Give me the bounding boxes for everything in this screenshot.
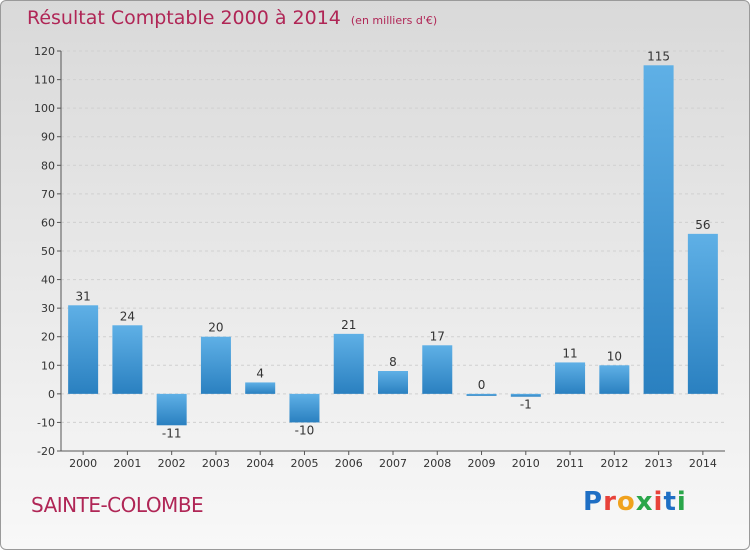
data-label: 4 (256, 366, 264, 380)
x-tick-label: 2004 (246, 457, 274, 470)
logo-letter: i (676, 487, 687, 517)
x-tick-label: 2013 (645, 457, 673, 470)
x-tick-label: 2006 (335, 457, 363, 470)
chart-title: Résultat Comptable 2000 à 2014 (en millie… (27, 7, 437, 29)
bar (156, 393, 187, 426)
data-label: 24 (120, 309, 135, 323)
x-tick-label: 2007 (379, 457, 407, 470)
y-tick-labels: -20 -10 0 10 20 30 40 50 60 70 80 90 100 110 120 (34, 45, 55, 458)
y-tick-label: 90 (41, 131, 55, 144)
data-label: 31 (75, 289, 90, 303)
data-label: 11 (562, 346, 577, 360)
y-tick-label: 100 (34, 102, 55, 115)
y-tick-label: 110 (34, 74, 55, 87)
bar (245, 382, 276, 394)
data-label: 20 (208, 321, 223, 335)
bar (378, 371, 408, 394)
y-tick-label: 40 (41, 274, 55, 287)
data-label: 8 (389, 355, 397, 369)
proxiti-logo: Proxiti (583, 487, 687, 517)
x-tick-label: 2002 (158, 457, 186, 470)
bar (333, 333, 364, 394)
x-tick-label: 2014 (689, 457, 717, 470)
chart-title-text: Résultat Comptable 2000 à 2014 (27, 7, 341, 29)
logo-letter: o (616, 487, 636, 517)
x-tick-label: 2010 (512, 457, 540, 470)
x-tick-label: 2000 (69, 457, 97, 470)
x-tick-label: 2012 (600, 457, 628, 470)
data-label: 0 (478, 378, 486, 392)
bar (466, 393, 497, 396)
bar (112, 325, 143, 394)
y-tick-label: 80 (41, 159, 55, 172)
logo-letter: r (603, 487, 617, 517)
bar (555, 362, 586, 394)
y-tick-label: -10 (37, 416, 55, 429)
y-tick-label: 50 (41, 245, 55, 258)
x-tick-label: 2008 (423, 457, 451, 470)
bar (687, 233, 718, 394)
y-tick-label: 30 (41, 302, 55, 315)
x-tick-label: 2001 (113, 457, 141, 470)
x-tick-label: 2011 (556, 457, 584, 470)
bar (510, 393, 541, 397)
data-label: 56 (695, 218, 710, 232)
y-tick-label: 60 (41, 216, 55, 229)
chart-subtitle: (en milliers d'€) (350, 14, 438, 27)
bar (289, 393, 320, 423)
bar (599, 365, 630, 394)
logo-letter: i (653, 487, 664, 517)
bars (68, 65, 718, 426)
data-label: -11 (162, 426, 182, 440)
x-tick-labels: 2000 2001 2002 2003 2004 2005 2006 2007 2008 2009… (69, 457, 717, 470)
bar (200, 336, 231, 394)
bar (643, 65, 674, 394)
y-tick-label: 70 (41, 188, 55, 201)
data-label: 115 (647, 49, 670, 63)
data-label: 10 (607, 349, 622, 363)
logo-letter: x (635, 487, 654, 517)
data-label: -1 (520, 398, 532, 412)
x-tick-label: 2009 (468, 457, 496, 470)
data-labels: 31 24 -11 20 4 -10 21 8 17 0 -1 11 10 115 56 (75, 49, 710, 440)
y-tick-label: -20 (37, 445, 55, 458)
bar (68, 305, 99, 394)
logo-letter: t (663, 487, 677, 517)
data-label: 17 (430, 329, 445, 343)
data-label: 21 (341, 318, 356, 332)
x-tick-label: 2005 (290, 457, 318, 470)
axes (60, 51, 725, 455)
y-tick-label: 10 (41, 359, 55, 372)
y-tick-label: 20 (41, 331, 55, 344)
data-label: -10 (295, 423, 315, 437)
logo-letter: P (583, 487, 604, 517)
x-tick-label: 2003 (202, 457, 230, 470)
bar (422, 345, 453, 394)
place-name: SAINTE-COLOMBE (31, 493, 204, 517)
y-tick-label: 0 (48, 388, 55, 401)
y-tick-label: 120 (34, 45, 55, 58)
